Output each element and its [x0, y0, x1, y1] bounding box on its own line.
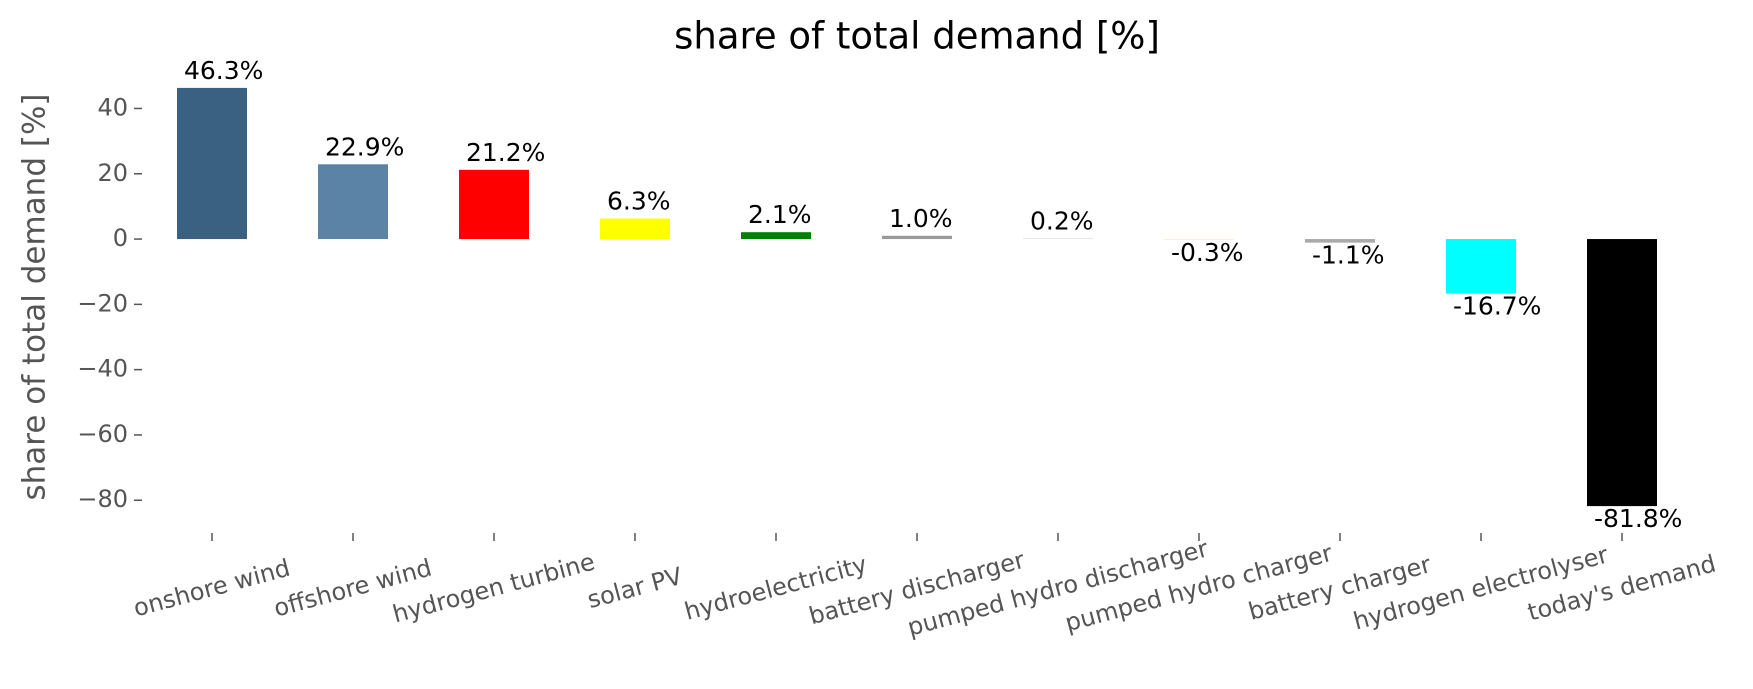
- value-label: 1.0%: [889, 204, 953, 233]
- value-label: -0.3%: [1171, 238, 1244, 267]
- value-label: 2.1%: [748, 200, 812, 229]
- bar: [177, 87, 247, 240]
- bar: [600, 218, 670, 240]
- value-label: 22.9%: [325, 132, 404, 161]
- value-label: 46.3%: [184, 56, 263, 85]
- value-label: -81.8%: [1594, 504, 1682, 533]
- value-label: 6.3%: [607, 186, 671, 215]
- y-tick-label: −60: [77, 420, 128, 448]
- x-tick-label: onshore wind: [130, 554, 293, 623]
- bar: [1305, 239, 1375, 243]
- bar: [459, 169, 529, 240]
- y-axis-label: share of total demand [%]: [17, 93, 53, 500]
- x-tick-label: solar PV: [584, 562, 685, 614]
- bar: [1023, 238, 1093, 240]
- y-tick-label: 20: [97, 159, 128, 187]
- y-tick-label: −40: [77, 355, 128, 383]
- y-tick-label: 0: [113, 224, 128, 252]
- y-tick-label: 40: [97, 93, 128, 121]
- y-tick-label: −20: [77, 289, 128, 317]
- y-tick-label: −80: [77, 485, 128, 513]
- bar: [1164, 239, 1234, 241]
- value-label: 21.2%: [466, 138, 545, 167]
- bar: [741, 232, 811, 240]
- chart-title: share of total demand [%]: [674, 15, 1160, 58]
- bar: [318, 164, 388, 240]
- bar: [1587, 239, 1657, 507]
- bar: [882, 235, 952, 240]
- value-label: -16.7%: [1453, 292, 1541, 321]
- value-label: -1.1%: [1312, 241, 1385, 270]
- bar: [1446, 239, 1516, 294]
- value-label: 0.2%: [1030, 206, 1094, 235]
